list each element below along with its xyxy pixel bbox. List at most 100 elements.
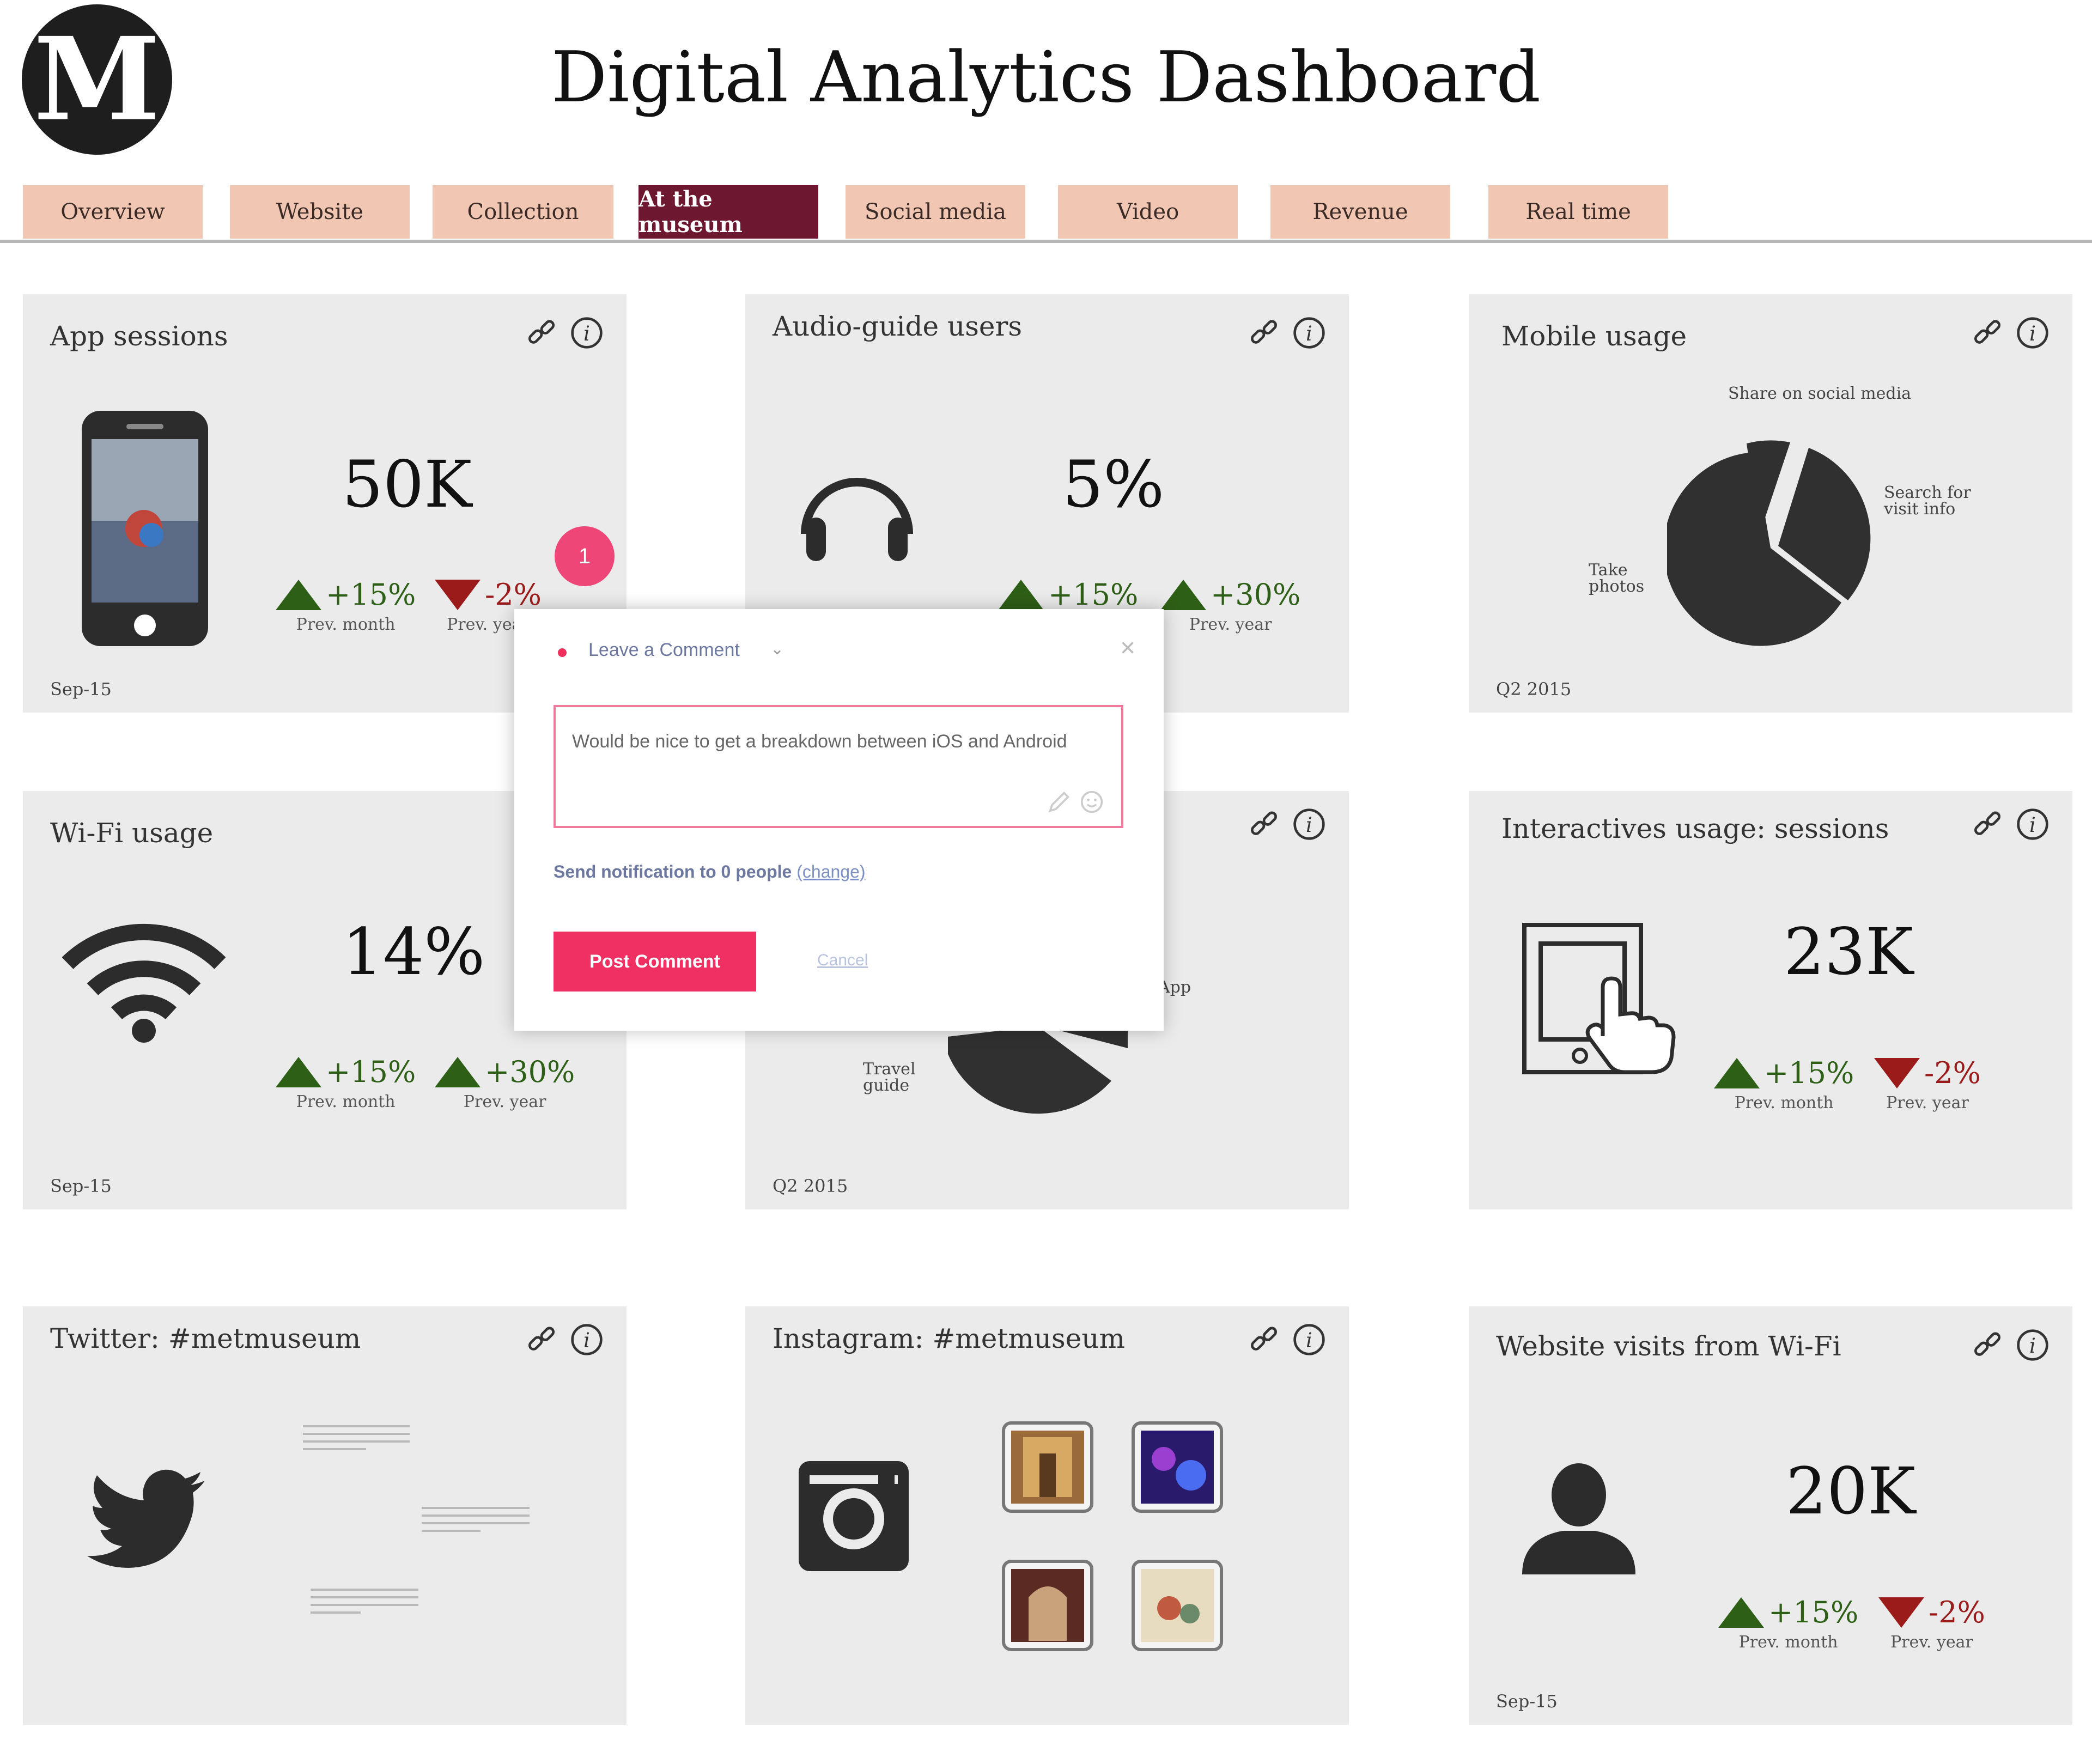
up-arrow-icon (1718, 1597, 1764, 1628)
delta-month: +15% Prev. month (1714, 1056, 1854, 1112)
metric-value: 5% (1062, 447, 1165, 522)
up-arrow-icon (1714, 1057, 1760, 1088)
chevron-down-icon[interactable]: ⌄ (770, 640, 784, 658)
delta-year: -2% Prev. year (1874, 1056, 1981, 1112)
card-instagram: Instagram: #metmuseum i (745, 1306, 1349, 1725)
delta-value: -2% (1924, 1056, 1981, 1090)
delta-label: Prev. month (1734, 1093, 1834, 1112)
instagram-icon (799, 1461, 909, 1571)
link-icon[interactable] (1971, 1328, 2005, 1362)
post-comment-button[interactable]: Post Comment (554, 932, 756, 992)
tweet-placeholder-lines (303, 1425, 530, 1614)
instagram-photo-thumbnail[interactable] (1001, 1421, 1094, 1513)
metric-value: 50K (342, 447, 472, 522)
pie-label: Take photos (1589, 561, 1645, 596)
card-actions: i (525, 316, 604, 350)
info-icon[interactable]: i (1292, 807, 1326, 841)
delta-month: +15% Prev. month (276, 1055, 416, 1111)
instagram-photo-thumbnail[interactable] (1001, 1559, 1094, 1652)
tab-collection[interactable]: Collection (433, 185, 613, 239)
card-actions: i (1248, 807, 1326, 841)
tab-website[interactable]: Website (230, 185, 410, 239)
down-arrow-icon (1878, 1597, 1924, 1628)
up-arrow-icon (998, 579, 1044, 610)
instagram-photo-thumbnail[interactable] (1131, 1421, 1224, 1513)
comment-popup-title: Leave a Comment (588, 640, 740, 660)
tab-at-the-museum[interactable]: At the museum (638, 185, 818, 239)
close-icon[interactable]: × (1120, 634, 1135, 662)
svg-text:i: i (1306, 1328, 1312, 1352)
link-icon[interactable] (1248, 1323, 1281, 1357)
delta-value: -2% (1929, 1595, 1985, 1629)
metric-value: 23K (1784, 914, 1914, 989)
delta-year: -2% Prev. year (435, 577, 542, 634)
tab-video[interactable]: Video (1058, 185, 1238, 239)
delta-year: +30% Prev. year (1160, 577, 1300, 634)
delta-label: Prev. month (296, 1092, 396, 1111)
card-actions: i (1971, 1328, 2050, 1362)
comment-text: Would be nice to get a breakdown between… (572, 731, 1067, 752)
info-icon[interactable]: i (2016, 316, 2050, 350)
card-actions: i (1971, 807, 2050, 841)
page-title: Digital Analytics Dashboard (551, 37, 1541, 118)
notification-text: Send notification to 0 people (change) (554, 862, 866, 882)
tab-real-time[interactable]: Real time (1488, 185, 1668, 239)
metric-value: 14% (342, 914, 485, 989)
instagram-photo-thumbnail[interactable] (1131, 1559, 1224, 1652)
change-recipients-link[interactable]: (change) (796, 862, 866, 881)
tab-overview[interactable]: Overview (23, 185, 203, 239)
tab-social-media[interactable]: Social media (846, 185, 1025, 239)
link-icon[interactable] (1971, 316, 2005, 350)
tab-revenue[interactable]: Revenue (1270, 185, 1450, 239)
pencil-icon[interactable] (1047, 790, 1071, 814)
link-icon[interactable] (1248, 316, 1281, 350)
card-date: Sep-15 (50, 1176, 112, 1196)
info-icon[interactable]: i (2016, 807, 2050, 841)
met-logo[interactable]: M (22, 4, 172, 155)
comment-textarea[interactable]: Would be nice to get a breakdown between… (554, 705, 1123, 828)
info-icon[interactable]: i (1292, 1323, 1326, 1357)
svg-text:i: i (1306, 813, 1312, 837)
info-icon[interactable]: i (570, 1323, 604, 1357)
card-title: Audio-guide users (773, 311, 1023, 342)
svg-text:i: i (583, 1328, 590, 1352)
metric-value: 20K (1786, 1453, 1916, 1529)
delta-value: +15% (326, 577, 416, 612)
delta-year: +30% Prev. year (435, 1055, 575, 1111)
touchscreen-icon (1522, 923, 1676, 1074)
card-actions: i (1248, 1323, 1326, 1357)
smiley-icon[interactable] (1080, 790, 1104, 814)
delta-value: +15% (1764, 1056, 1854, 1090)
delta-label: Prev. month (296, 615, 396, 634)
link-icon[interactable] (1971, 807, 2005, 841)
delta-value: +30% (1211, 577, 1301, 612)
smartphone-icon (82, 411, 208, 646)
card-twitter: Twitter: #metmuseum i (23, 1306, 627, 1725)
comment-popup: Leave a Comment ⌄ × Would be nice to get… (514, 609, 1164, 1031)
card-title: Wi-Fi usage (50, 817, 214, 849)
svg-text:i: i (2029, 813, 2036, 837)
comment-badge[interactable]: 1 (555, 526, 615, 586)
info-icon[interactable]: i (570, 316, 604, 350)
cancel-link[interactable]: Cancel (817, 951, 868, 969)
card-title: App sessions (50, 320, 228, 352)
info-icon[interactable]: i (1292, 316, 1326, 350)
svg-text:i: i (2029, 321, 2036, 345)
card-interactives: Interactives usage: sessions i 23K +15% … (1469, 791, 2072, 1209)
pie-label: App (1158, 978, 1191, 997)
up-arrow-icon (1160, 579, 1206, 610)
link-icon[interactable] (1248, 807, 1281, 841)
svg-text:i: i (2029, 1334, 2036, 1358)
tab-divider (0, 240, 2092, 243)
info-icon[interactable]: i (2016, 1328, 2050, 1362)
down-arrow-icon (435, 579, 481, 610)
card-actions: i (1248, 316, 1326, 350)
delta-month: +15% Prev. month (276, 577, 416, 634)
pie-label: Travel guide (863, 1060, 916, 1095)
link-icon[interactable] (525, 1323, 559, 1357)
delta-label: Prev. year (1890, 1633, 1973, 1652)
link-icon[interactable] (525, 316, 559, 350)
pie-chart-icon (1667, 440, 1871, 646)
delta-label: Prev. month (1738, 1633, 1838, 1652)
pie-label: Share on social media (1728, 384, 1912, 403)
